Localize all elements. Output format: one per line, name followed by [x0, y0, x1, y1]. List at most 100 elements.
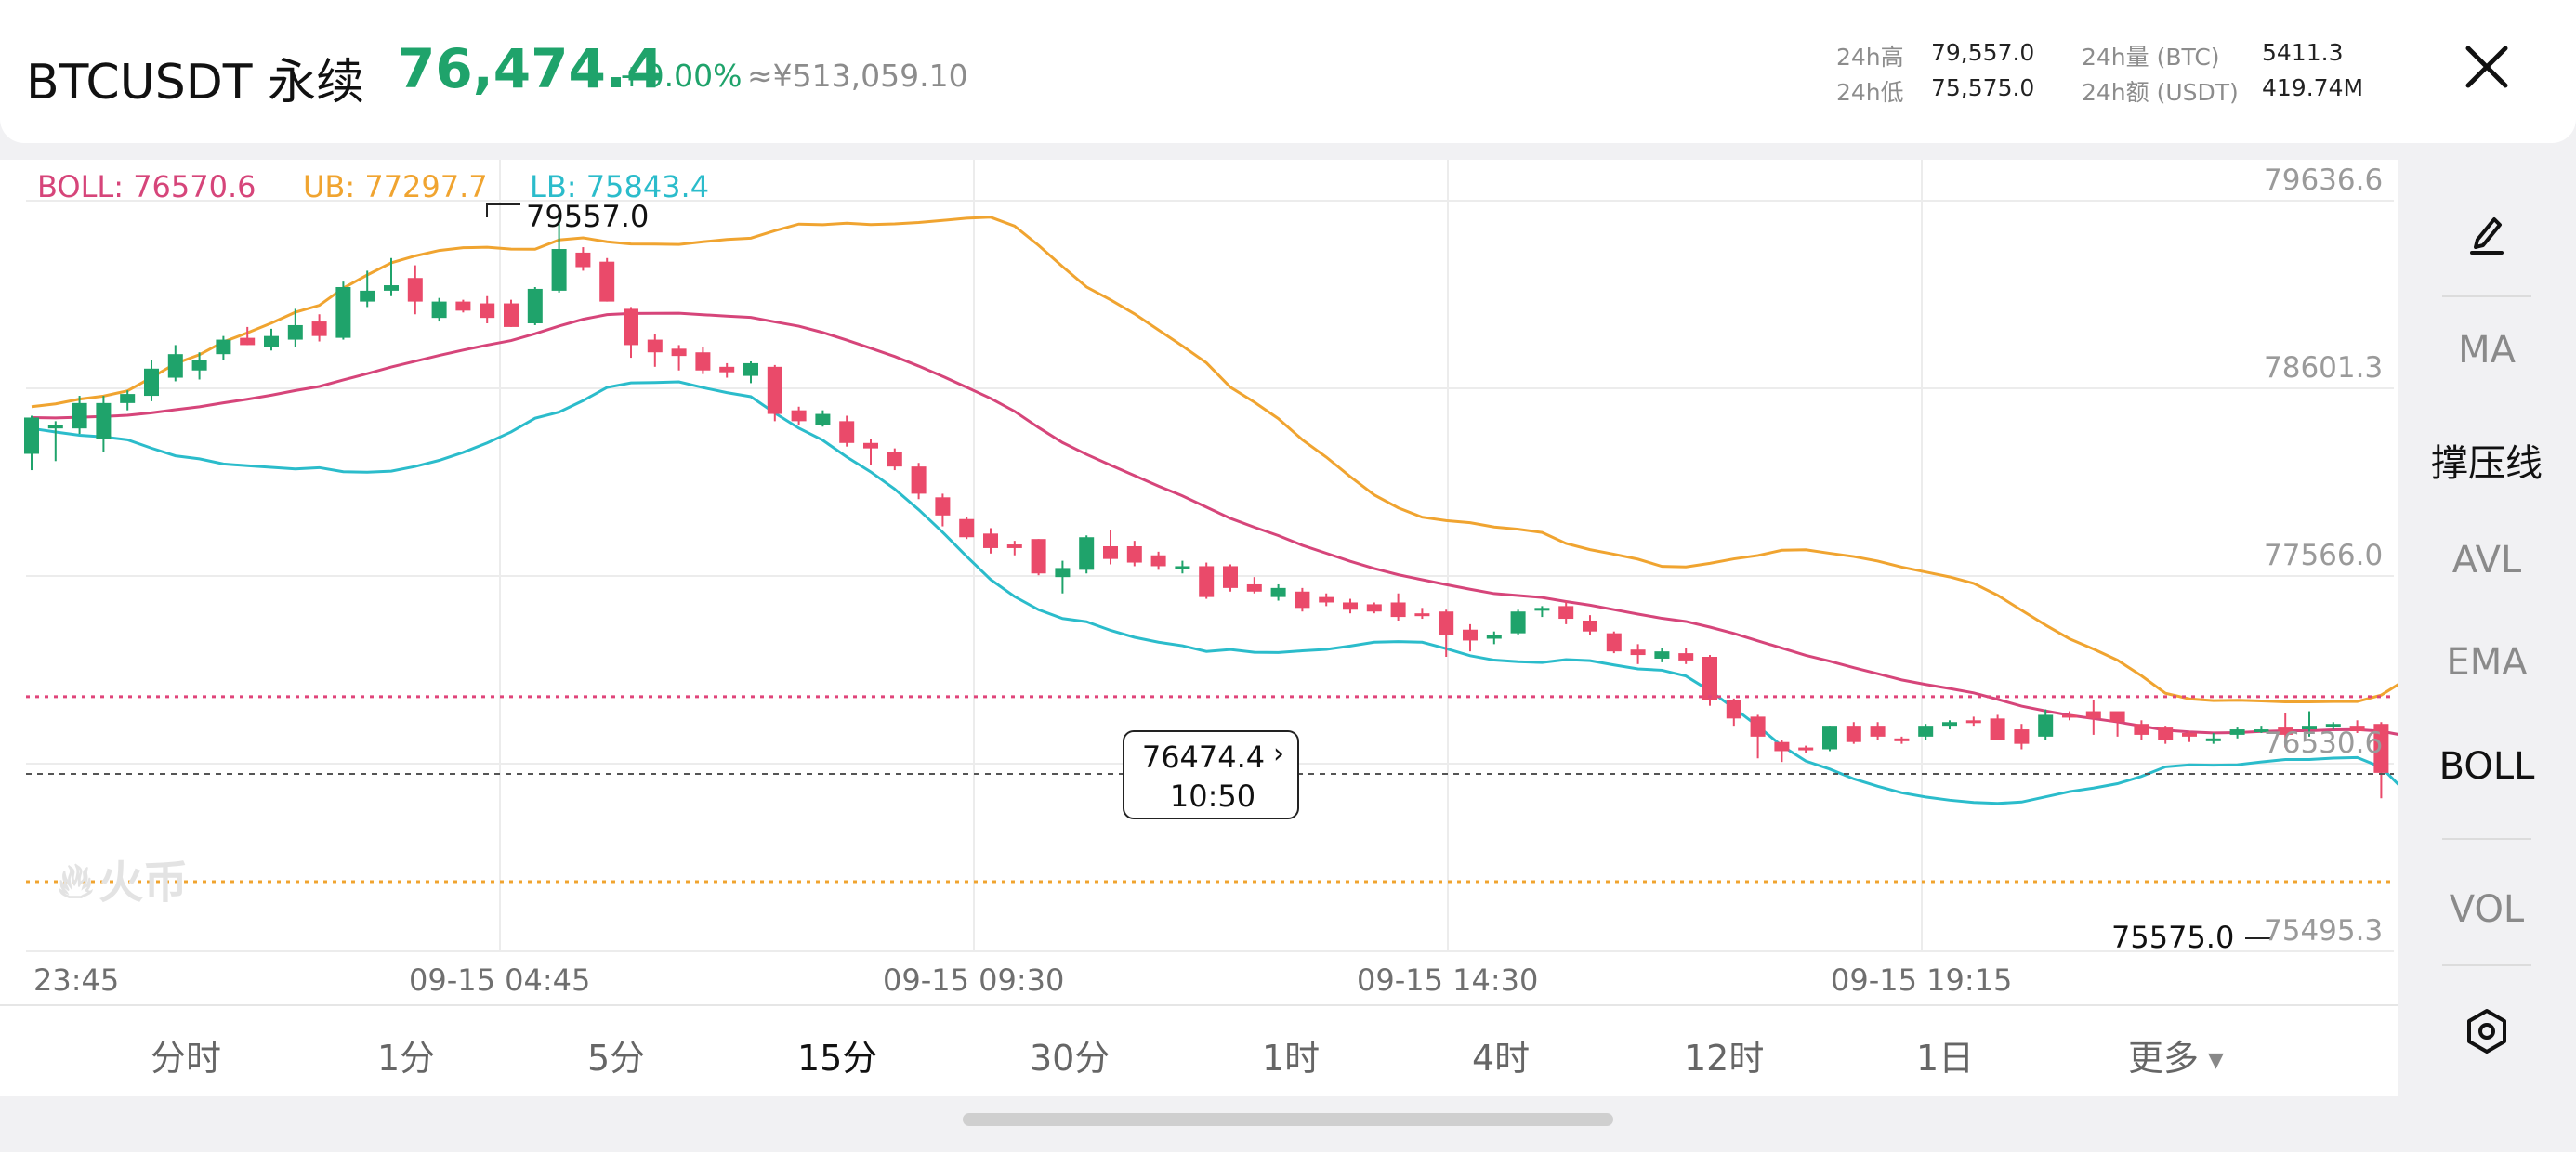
indicator-ema[interactable]: EMA: [2446, 641, 2528, 684]
tab-1d[interactable]: 1日: [1916, 1038, 1975, 1079]
price-axis-label: 78601.3: [2264, 351, 2384, 385]
candle-up: [815, 410, 831, 427]
panel-divider: [2442, 964, 2531, 966]
last-price: 76,474.4: [398, 37, 664, 100]
candle-down: [2158, 726, 2174, 744]
volume-usdt-value: 419.74M: [2262, 74, 2364, 101]
crosshair-time: 10:50: [1169, 779, 1256, 814]
candle-up: [216, 335, 231, 360]
settings-button[interactable]: [2459, 1003, 2515, 1059]
legend-boll: BOLL: 76570.6: [37, 169, 256, 204]
chevron-right-icon: ›: [1273, 738, 1284, 770]
candle-up: [743, 360, 758, 384]
candle-down: [911, 463, 927, 500]
candle-down: [1894, 736, 1910, 744]
caret-down-icon: ▼: [2208, 1049, 2224, 1072]
time-axis-label: 09-15 14:30: [1357, 962, 1539, 998]
candle-down: [1558, 600, 1574, 624]
candle-down: [1463, 623, 1478, 652]
candle-down: [2062, 711, 2077, 721]
candle-down: [624, 307, 638, 359]
watermark-text: 火币: [99, 857, 189, 909]
candle-up: [120, 390, 136, 411]
high-price-marker: 79557.0: [526, 199, 650, 234]
candle-up: [1055, 560, 1071, 594]
candle-up: [1510, 609, 1526, 635]
candle-up: [24, 415, 39, 471]
indicator-avl[interactable]: AVL: [2451, 539, 2522, 582]
candle-down: [1031, 539, 1046, 576]
candle-up: [335, 281, 351, 340]
time-axis-label: 09-15 09:30: [883, 962, 1065, 998]
candle-down: [599, 257, 615, 302]
candle-down: [240, 326, 256, 346]
candle-down: [504, 299, 519, 327]
indicator-vol[interactable]: VOL: [2449, 888, 2525, 931]
candle-up: [1175, 560, 1190, 574]
candle-down: [959, 517, 975, 540]
price-axis-label: 76530.6: [2264, 727, 2384, 760]
last-price-tag[interactable]: 76474.4 › 10:50: [1123, 730, 1299, 819]
candle-up: [1822, 726, 1837, 752]
candle-down: [1295, 587, 1310, 612]
draw-tool-button[interactable]: [2459, 203, 2515, 258]
cny-price: ≈¥513,059.10: [747, 58, 968, 94]
symbol-title[interactable]: BTCUSDT 永续: [26, 55, 365, 111]
candle-down: [1726, 698, 1741, 727]
tab-12h[interactable]: 12时: [1684, 1038, 1765, 1079]
candlesticks: [24, 214, 2389, 799]
kline-chart[interactable]: BOLL: 76570.6 UB: 77297.7 LB: 75843.4 79…: [0, 160, 2398, 1096]
candle-down: [1414, 608, 1430, 620]
candle-up: [167, 345, 183, 382]
candle-down: [863, 439, 878, 465]
tab-1m[interactable]: 1分: [377, 1038, 436, 1079]
tab-timeline[interactable]: 分时: [151, 1038, 222, 1079]
home-indicator: [963, 1113, 1613, 1126]
candle-up: [1918, 724, 1934, 740]
candle-down: [2014, 724, 2030, 750]
crosshair-price: 76474.4: [1141, 740, 1266, 775]
tab-5m[interactable]: 5分: [587, 1038, 646, 1079]
tab-30m[interactable]: 30分: [1030, 1038, 1111, 1079]
time-axis-label: 09-15 19:15: [1831, 962, 2013, 998]
candle-down: [935, 493, 951, 527]
candle-down: [2134, 720, 2149, 740]
tab-4h[interactable]: 4时: [1472, 1038, 1531, 1079]
candle-up: [1534, 606, 1550, 618]
close-icon: [2465, 46, 2508, 88]
candle-down: [1343, 598, 1358, 614]
candle-up: [72, 396, 87, 435]
ticker-header: BTCUSDT 永续 76,474.4 +0.00% ≈¥513,059.10 …: [0, 0, 2576, 143]
chart-canvas[interactable]: [0, 160, 2398, 1096]
tab-15m[interactable]: 15分: [797, 1038, 878, 1079]
tab-more[interactable]: 更多 ▼: [2128, 1029, 2224, 1080]
candle-down: [983, 528, 998, 554]
tab-more-label: 更多: [2128, 1038, 2200, 1079]
indicator-support-resistance[interactable]: 撑压线: [2431, 442, 2543, 485]
price-axis-label: 77566.0: [2264, 539, 2384, 572]
indicator-boll[interactable]: BOLL: [2438, 745, 2535, 788]
candle-down: [1846, 722, 1861, 744]
candle-up: [551, 214, 567, 293]
panel-divider: [2442, 838, 2531, 840]
candle-down: [2085, 700, 2101, 735]
candle-up: [2038, 709, 2054, 740]
tab-1h[interactable]: 1时: [1262, 1038, 1321, 1079]
boll-middle-band: [31, 311, 2398, 736]
candle-up: [264, 328, 279, 351]
candle-down: [1870, 722, 1886, 740]
volume-btc-label: 24h量 (BTC): [2082, 44, 2220, 71]
candle-down: [480, 295, 495, 324]
candle-down: [839, 415, 855, 447]
indicator-ma[interactable]: MA: [2458, 329, 2516, 372]
candle-up: [1486, 631, 1502, 645]
candle-down: [1006, 541, 1022, 556]
candle-down: [1439, 609, 1454, 658]
candle-up: [1942, 720, 1957, 730]
close-button[interactable]: [2457, 37, 2517, 97]
candle-down: [1798, 745, 1814, 753]
candle-down: [2349, 720, 2365, 733]
candle-up: [360, 270, 375, 308]
candle-down: [2373, 722, 2389, 799]
candle-down: [1126, 541, 1142, 567]
